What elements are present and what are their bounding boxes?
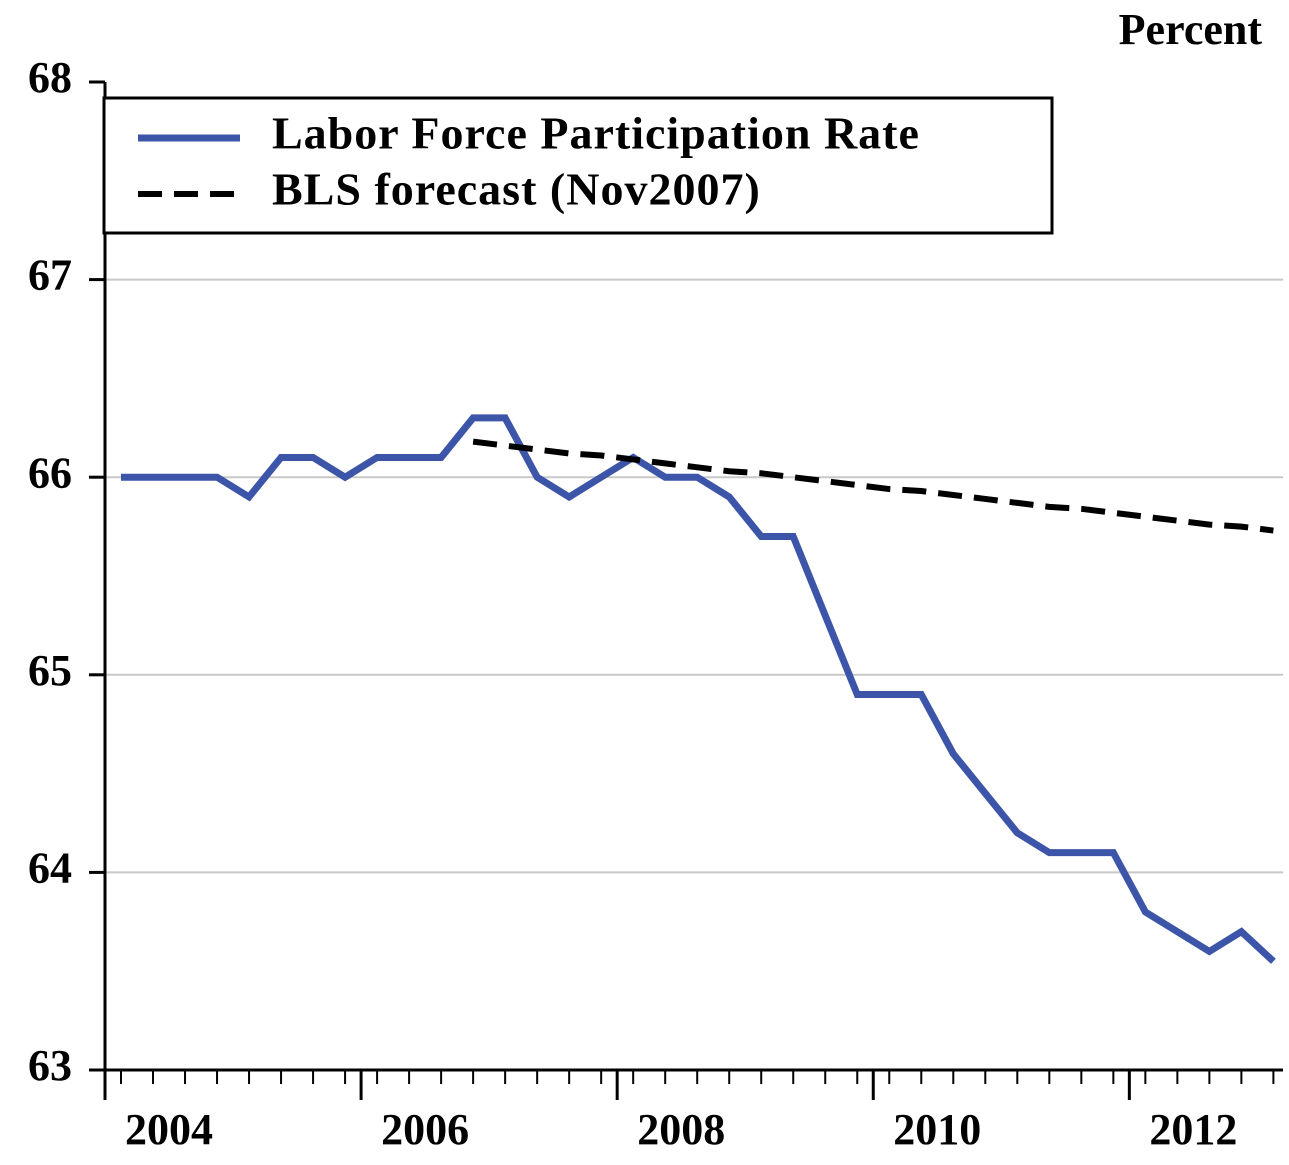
y-tick-label: 64	[28, 843, 72, 892]
y-axis-label: Percent	[1119, 5, 1263, 54]
legend-label: Labor Force Participation Rate	[272, 108, 920, 159]
x-tick-label: 2006	[381, 1105, 469, 1154]
legend-label: BLS forecast (Nov2007)	[272, 164, 761, 215]
y-tick-label: 65	[28, 646, 72, 695]
legend-box	[102, 96, 1054, 235]
y-tick-label: 68	[28, 53, 72, 102]
x-tick-label: 2010	[893, 1105, 981, 1154]
series-line	[121, 414, 1276, 964]
x-tick-label: 2004	[125, 1105, 213, 1154]
x-tick-label: 2012	[1149, 1105, 1237, 1154]
y-tick-label: 66	[28, 448, 72, 497]
y-tick-label: 67	[28, 251, 72, 300]
x-tick-label: 2008	[637, 1105, 725, 1154]
y-tick-label: 63	[28, 1041, 72, 1090]
series-line	[472, 438, 1274, 534]
